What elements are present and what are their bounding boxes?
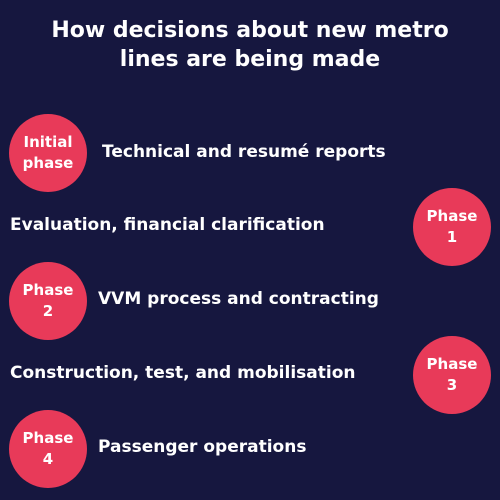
badge-phase-3-line-2: 3 [446, 376, 458, 394]
step-text-phase-2: VVM process and contracting [98, 289, 379, 309]
badge-phase-2: Phase 2 [9, 262, 87, 340]
badge-phase-1: Phase 1 [413, 188, 491, 266]
badge-phase-4-line-1: Phase [22, 429, 74, 447]
title-line-1: How decisions about new metro [51, 18, 449, 43]
title-line-2: lines are being made [119, 47, 381, 72]
badge-phase-1-line-1: Phase [426, 207, 478, 225]
badge-initial-line-1: Initial [23, 133, 73, 151]
step-text-phase-1: Evaluation, financial clarification [10, 215, 325, 235]
badge-phase-4-line-2: 4 [42, 450, 54, 468]
step-text-phase-4: Passenger operations [98, 437, 307, 457]
badge-phase-2-line-1: Phase [22, 281, 74, 299]
badge-phase-2-line-2: 2 [42, 302, 54, 320]
badge-initial-line-2: phase [22, 154, 74, 172]
badge-phase-3: Phase 3 [413, 336, 491, 414]
badge-initial-phase: Initial phase [9, 114, 87, 192]
step-text-initial: Technical and resumé reports [102, 142, 386, 162]
page-title: How decisions about new metro lines are … [0, 16, 500, 74]
badge-phase-1-line-2: 1 [446, 228, 458, 246]
badge-phase-3-line-1: Phase [426, 355, 478, 373]
step-text-phase-3: Construction, test, and mobilisation [10, 363, 356, 383]
badge-phase-4: Phase 4 [9, 410, 87, 488]
